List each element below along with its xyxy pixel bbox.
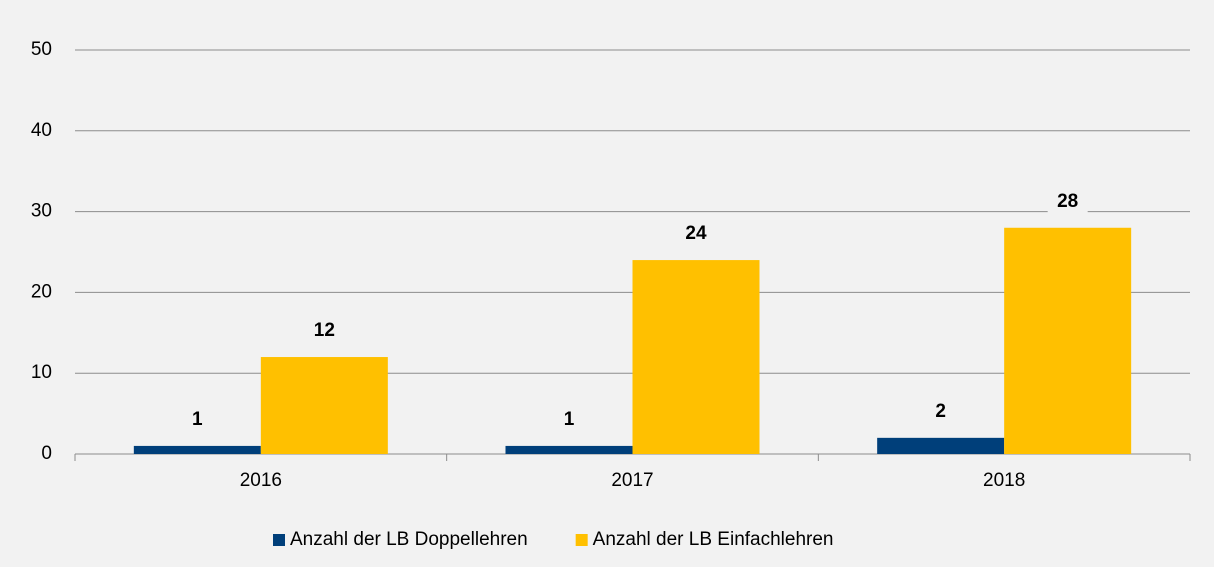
data-label: 1 — [192, 409, 203, 430]
data-label: 2 — [935, 401, 946, 422]
data-label: 28 — [1057, 191, 1078, 212]
bar — [1004, 227, 1132, 454]
x-tick-label: 2017 — [611, 470, 653, 491]
y-tick-label: 0 — [41, 443, 52, 464]
data-label: 12 — [314, 320, 335, 341]
x-tick-label: 2016 — [240, 470, 282, 491]
bar — [260, 357, 388, 454]
data-label: 1 — [564, 409, 575, 430]
data-label-bg — [549, 407, 589, 432]
bar — [632, 260, 760, 454]
y-tick-label: 40 — [31, 120, 52, 141]
x-tick-label: 2018 — [983, 470, 1025, 491]
y-tick-label: 10 — [31, 362, 52, 383]
y-tick-label: 50 — [31, 39, 52, 60]
legend-label: Anzahl der LB Doppellehren — [290, 529, 528, 550]
legend-marker — [575, 534, 588, 546]
y-tick-label: 20 — [31, 281, 52, 302]
data-label-bg — [177, 407, 218, 432]
bar — [133, 445, 261, 454]
data-label-bg — [920, 399, 961, 424]
legend-marker — [273, 534, 285, 546]
bar — [877, 437, 1005, 454]
bar — [505, 445, 633, 454]
data-label-bg — [304, 319, 345, 344]
legend-label: Anzahl der LB Einfachlehren — [593, 529, 834, 550]
data-label-bg — [676, 222, 716, 247]
data-label: 24 — [685, 223, 707, 244]
y-tick-label: 30 — [31, 201, 52, 222]
data-label-bg — [1047, 189, 1088, 214]
